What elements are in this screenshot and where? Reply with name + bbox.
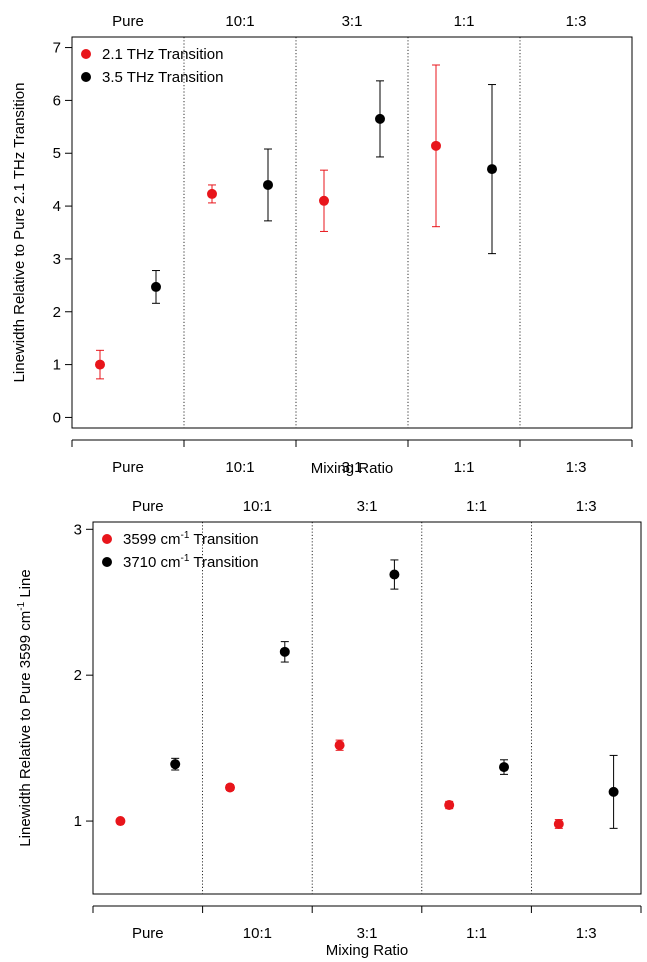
x-tick-label-bottom: 10:1 (225, 459, 254, 476)
x-tick-label-top: 1:3 (566, 13, 587, 30)
x-tick-label-top: 1:1 (466, 498, 487, 515)
data-point (444, 800, 455, 811)
y-tick-label: 7 (53, 40, 61, 57)
data-point (553, 818, 564, 829)
x-tick-label-top: 10:1 (243, 498, 272, 515)
data-point (389, 569, 400, 580)
legend-marker (102, 557, 112, 567)
y-tick-label: 5 (53, 145, 61, 162)
y-tick-label: 2 (74, 667, 82, 684)
x-tick-label-top: 3:1 (357, 498, 378, 515)
data-point (499, 762, 509, 773)
x-tick-label-bottom: 10:1 (243, 925, 272, 942)
y-axis-title: Linewidth Relative to Pure 2.1 THz Trans… (11, 83, 28, 383)
y-tick-label: 4 (53, 198, 61, 215)
y-tick-label: 3 (53, 251, 61, 268)
data-point (95, 359, 105, 370)
y-tick-label: 0 (53, 409, 61, 426)
y-tick-label: 1 (53, 357, 61, 374)
x-tick-label-bottom: 1:3 (576, 925, 597, 942)
plot-frame (71, 36, 633, 429)
legend-label: 3599 cm-1 Transition (123, 530, 259, 548)
data-point (115, 816, 126, 827)
legend-label: 3710 cm-1 Transition (123, 553, 259, 571)
x-tick-label-bottom: Pure (112, 459, 144, 476)
x-tick-label-bottom: 3:1 (357, 925, 378, 942)
data-point (487, 164, 497, 175)
x-tick-label-top: 1:1 (454, 13, 475, 30)
data-point (375, 113, 385, 124)
data-point (151, 281, 161, 292)
legend-marker (81, 72, 91, 82)
data-point (608, 786, 619, 797)
x-tick-label-bottom: 1:3 (566, 459, 587, 476)
legend-label: 3.5 THz Transition (102, 69, 223, 86)
data-point (225, 782, 235, 793)
y-tick-label: 1 (74, 813, 82, 830)
data-point (319, 195, 329, 206)
x-tick-label-bottom: 1:1 (466, 925, 487, 942)
x-tick-label-top: 3:1 (342, 13, 363, 30)
legend-label: 2.1 THz Transition (102, 46, 223, 63)
data-point (431, 140, 441, 151)
data-point (263, 179, 273, 190)
data-point (170, 759, 181, 770)
y-tick-label: 6 (53, 92, 61, 109)
x-tick-label-top: 10:1 (225, 13, 254, 30)
legend-marker (81, 49, 91, 59)
x-tick-label-top: Pure (112, 13, 144, 30)
x-axis-title: Mixing Ratio (311, 460, 394, 477)
y-tick-label: 3 (74, 521, 82, 538)
data-point (334, 740, 345, 751)
x-tick-label-bottom: 3:1 (342, 459, 363, 476)
x-tick-label-bottom: Pure (132, 925, 164, 942)
x-axis-title: Mixing Ratio (326, 942, 409, 959)
data-point (207, 188, 217, 199)
x-tick-label-top: Pure (132, 498, 164, 515)
top-panel: Pure Pure 10:1 10:1 3:1 3:1 1:1 1:1 1:3 1:3 0 1 2 3 4 5… (11, 13, 633, 477)
x-tick-label-bottom: 1:1 (454, 459, 475, 476)
legend-marker (102, 534, 112, 544)
bottom-panel: Pure Pure 10:1 10:1 3:1 3:1 1:1 1:1 1:3 1:3 1 2 3 Mix… (16, 498, 642, 959)
y-axis-title: Linewidth Relative to Pure 3599 cm-1 Lin… (16, 569, 34, 846)
plot-frame (92, 521, 642, 895)
x-tick-label-top: 1:3 (576, 498, 597, 515)
y-tick-label: 2 (53, 304, 61, 321)
data-point (279, 646, 290, 657)
